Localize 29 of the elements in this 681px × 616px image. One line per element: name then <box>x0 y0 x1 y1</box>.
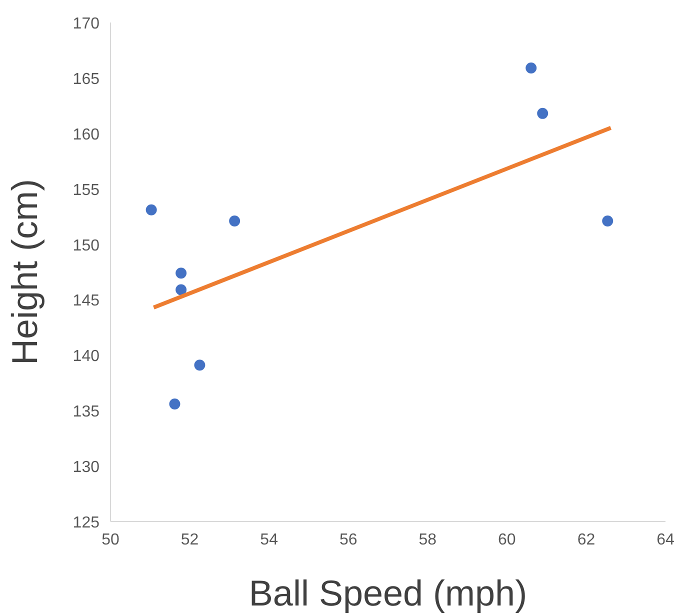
point <box>537 108 548 119</box>
point <box>526 62 537 74</box>
x-tick-label: 56 <box>339 532 358 548</box>
point <box>176 268 187 279</box>
y-tick-label: 150 <box>72 237 100 254</box>
point <box>602 216 614 226</box>
x-tick-label: 58 <box>418 532 437 548</box>
x-tick-label: 62 <box>577 532 596 548</box>
point <box>169 398 180 410</box>
y-tick-label: 155 <box>72 182 100 199</box>
y-tick-label: 130 <box>72 459 100 476</box>
y-tick-label: 125 <box>72 514 100 532</box>
x-tick-label: 50 <box>102 532 120 548</box>
y-tick-label: 170 <box>72 16 100 32</box>
x-axis-title: Ball Speed (mph) <box>248 572 528 614</box>
x-tick-label: 64 <box>656 532 674 548</box>
x-tick-label: 54 <box>260 532 278 548</box>
y-tick-label: 165 <box>72 70 100 88</box>
y-tick-label: 145 <box>72 292 100 310</box>
x-tick-label: 52 <box>180 532 199 548</box>
point <box>146 204 157 216</box>
y-tick-label: 135 <box>72 404 100 421</box>
x-tick-label: 60 <box>498 532 516 548</box>
y-axis-title: Height (cm) <box>4 178 45 366</box>
point <box>229 216 240 226</box>
point <box>194 360 206 371</box>
y-tick-label: 140 <box>72 348 100 366</box>
point <box>176 284 187 296</box>
y-tick-label: 160 <box>72 126 100 144</box>
